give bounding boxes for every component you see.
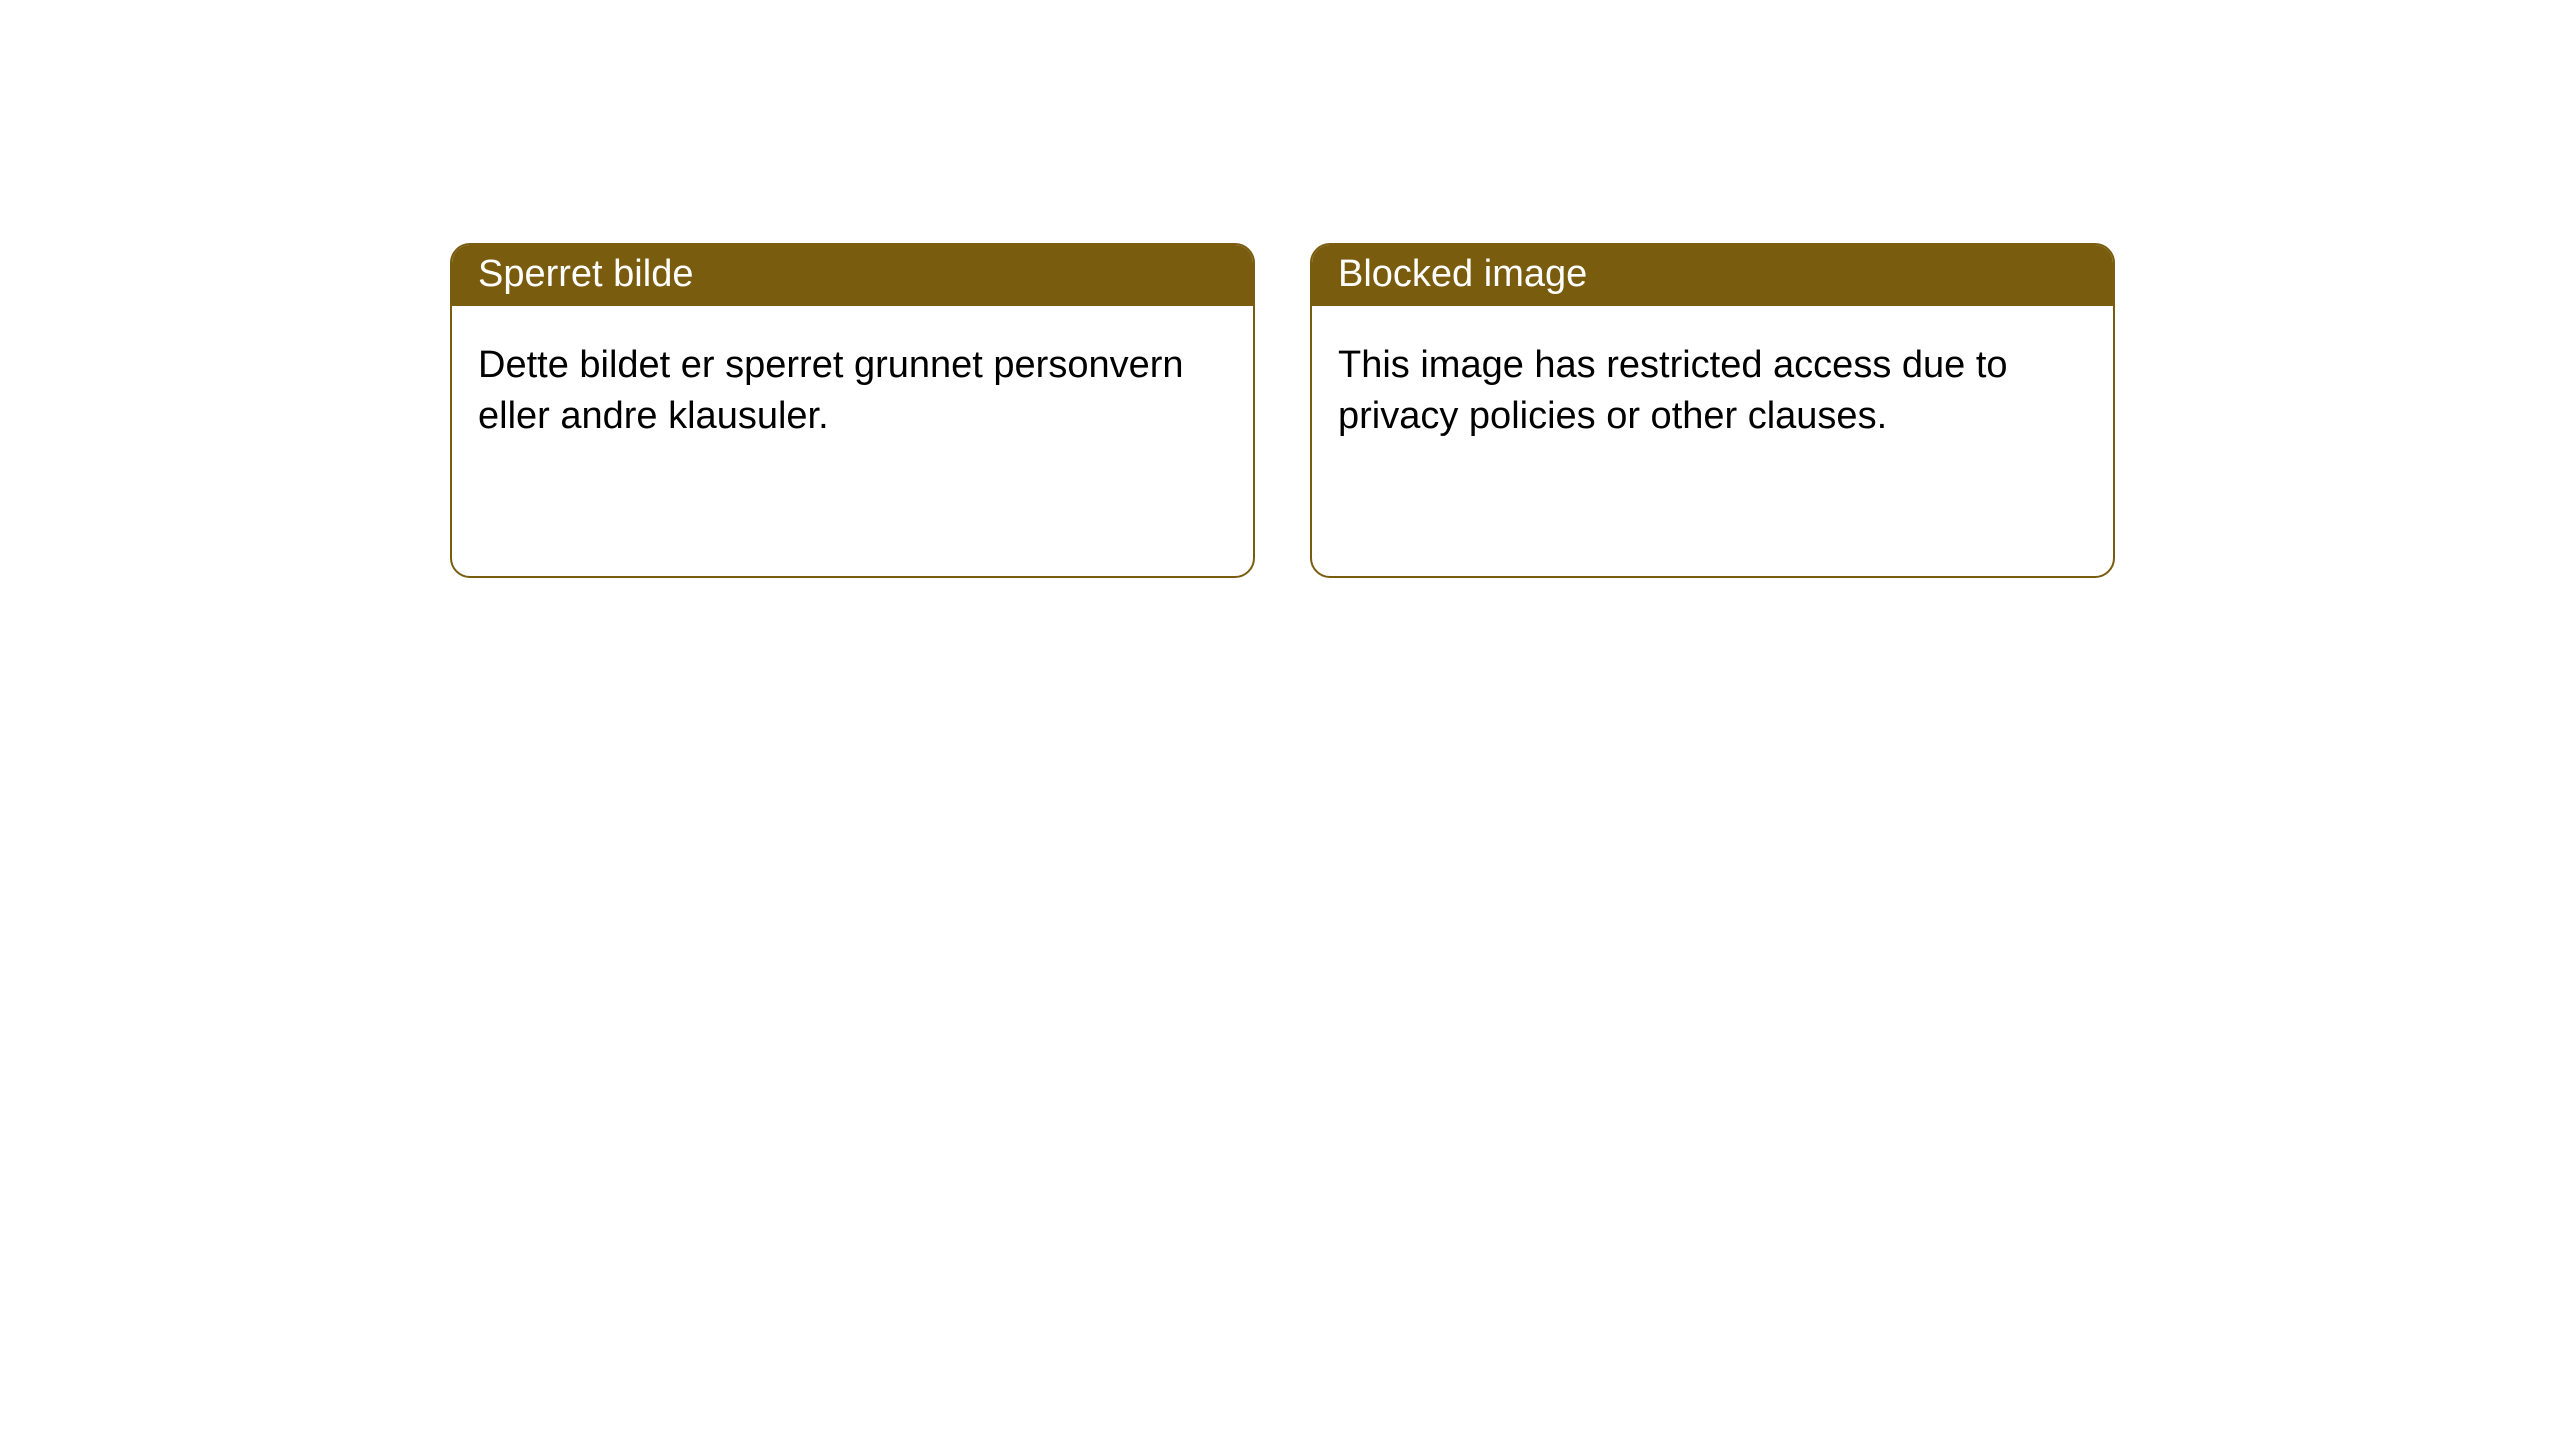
notice-card-english: Blocked image This image has restricted … (1310, 243, 2115, 578)
notice-card-norwegian: Sperret bilde Dette bildet er sperret gr… (450, 243, 1255, 578)
notice-header: Blocked image (1312, 245, 2113, 306)
notice-body: Dette bildet er sperret grunnet personve… (452, 306, 1253, 477)
notice-header: Sperret bilde (452, 245, 1253, 306)
notice-container: Sperret bilde Dette bildet er sperret gr… (0, 0, 2560, 578)
notice-body: This image has restricted access due to … (1312, 306, 2113, 477)
